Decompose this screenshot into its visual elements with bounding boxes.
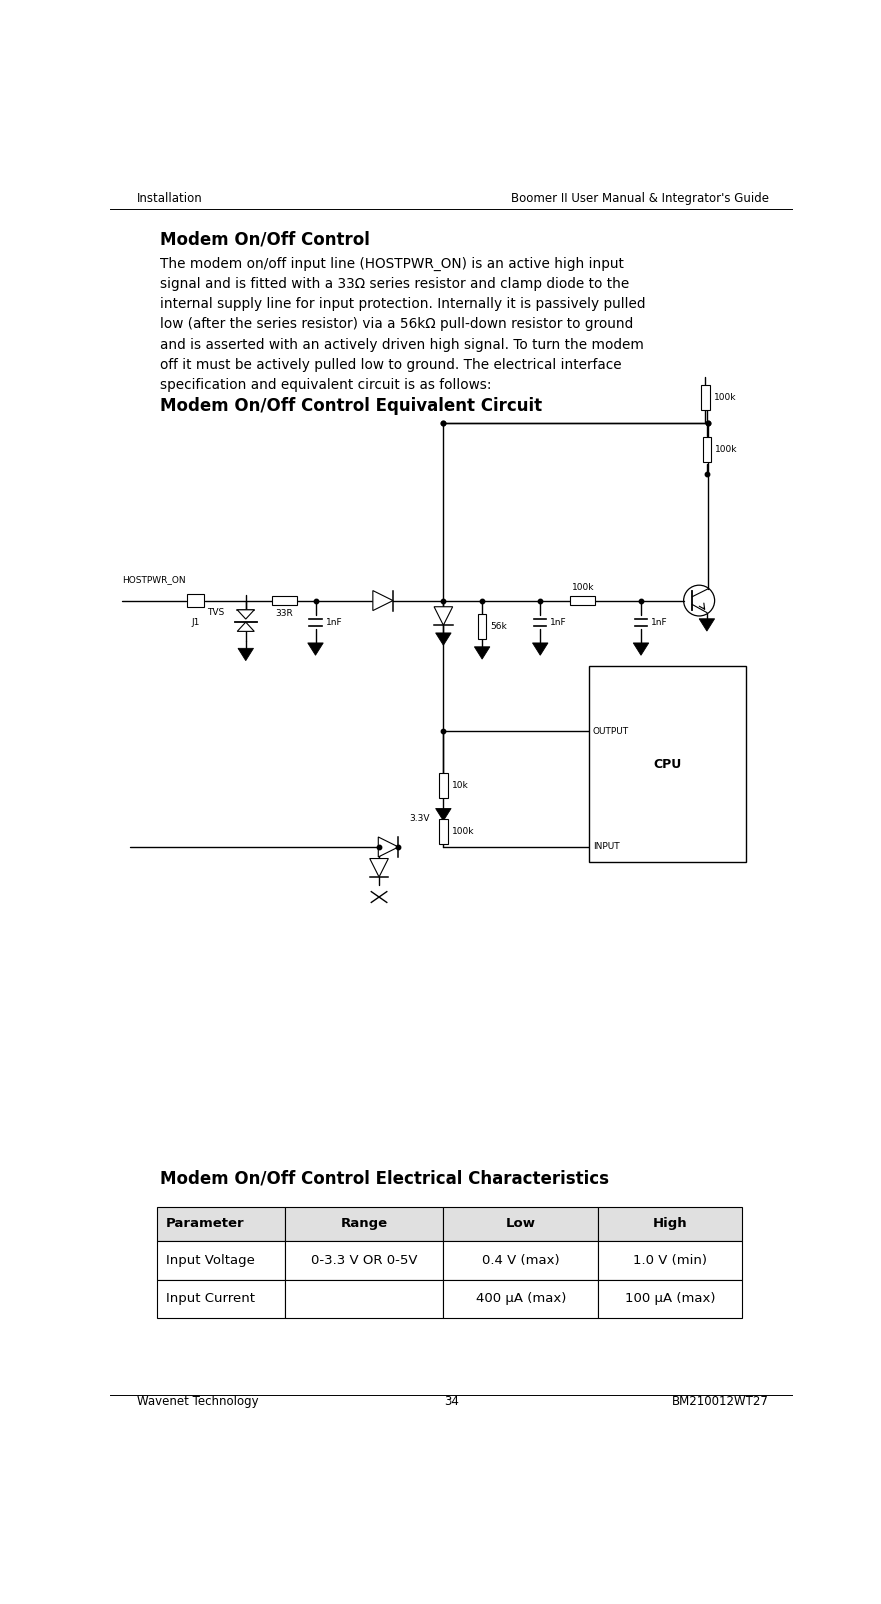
Text: 56k: 56k <box>490 622 507 632</box>
Text: Modem On/Off Control Equivalent Circuit: Modem On/Off Control Equivalent Circuit <box>160 398 543 415</box>
Text: INPUT: INPUT <box>593 842 619 852</box>
Bar <box>285 1206 443 1241</box>
Text: 100k: 100k <box>452 828 474 836</box>
Bar <box>571 597 596 605</box>
Bar <box>187 593 204 608</box>
Polygon shape <box>370 858 389 877</box>
Polygon shape <box>474 646 490 659</box>
Polygon shape <box>633 643 648 656</box>
Text: 1nF: 1nF <box>326 618 342 627</box>
Polygon shape <box>378 837 398 857</box>
Text: 100 μA (max): 100 μA (max) <box>625 1293 715 1306</box>
Polygon shape <box>435 808 451 821</box>
Text: 100k: 100k <box>572 584 594 592</box>
Bar <box>589 666 745 863</box>
Text: 3.3V: 3.3V <box>409 813 429 823</box>
Text: CPU: CPU <box>653 757 682 770</box>
Bar <box>703 438 711 462</box>
Polygon shape <box>434 606 453 626</box>
Text: Wavenet Technology: Wavenet Technology <box>137 1395 259 1408</box>
Text: 100k: 100k <box>715 446 737 454</box>
Bar <box>443 1241 598 1280</box>
Bar <box>285 1280 443 1318</box>
Text: 0-3.3 V OR 0-5V: 0-3.3 V OR 0-5V <box>311 1254 418 1267</box>
Polygon shape <box>238 648 254 661</box>
Text: 1.0 V (min): 1.0 V (min) <box>633 1254 707 1267</box>
Text: 400 μA (max): 400 μA (max) <box>476 1293 566 1306</box>
Text: Low: Low <box>506 1217 536 1230</box>
Bar <box>157 1241 285 1280</box>
Polygon shape <box>237 622 255 632</box>
Polygon shape <box>435 634 451 645</box>
Text: Installation: Installation <box>137 192 203 205</box>
Text: Input Current: Input Current <box>166 1293 255 1306</box>
Bar <box>272 597 297 605</box>
Bar <box>157 1280 285 1318</box>
Text: Range: Range <box>340 1217 388 1230</box>
Bar <box>478 614 486 638</box>
Text: The modem on/off input line (HOSTPWR_ON) is an active high input
signal and is f: The modem on/off input line (HOSTPWR_ON)… <box>160 257 646 391</box>
Text: 33R: 33R <box>276 608 293 618</box>
Text: 1nF: 1nF <box>651 618 668 627</box>
Bar <box>598 1280 742 1318</box>
Polygon shape <box>700 619 714 630</box>
Text: BM210012WT27: BM210012WT27 <box>672 1395 769 1408</box>
Polygon shape <box>307 643 323 656</box>
Polygon shape <box>532 643 548 656</box>
Bar <box>285 1241 443 1280</box>
Text: TVS: TVS <box>207 608 224 616</box>
Text: 0.4 V (max): 0.4 V (max) <box>482 1254 559 1267</box>
Bar <box>701 385 709 409</box>
Bar <box>439 820 448 844</box>
Bar <box>439 773 448 797</box>
Text: 1nF: 1nF <box>551 618 567 627</box>
Text: Modem On/Off Control Electrical Characteristics: Modem On/Off Control Electrical Characte… <box>160 1169 610 1187</box>
Text: 100k: 100k <box>714 393 736 401</box>
Text: 34: 34 <box>444 1395 459 1408</box>
Text: 10k: 10k <box>452 781 469 789</box>
Bar <box>157 1206 285 1241</box>
Text: Input Voltage: Input Voltage <box>166 1254 255 1267</box>
Bar <box>443 1206 598 1241</box>
Bar <box>443 1280 598 1318</box>
Bar <box>598 1206 742 1241</box>
Text: J1: J1 <box>191 618 200 627</box>
Bar <box>598 1241 742 1280</box>
Polygon shape <box>237 610 255 619</box>
Text: OUTPUT: OUTPUT <box>593 727 629 736</box>
Text: Boomer II User Manual & Integrator's Guide: Boomer II User Manual & Integrator's Gui… <box>511 192 769 205</box>
Text: Modem On/Off Control: Modem On/Off Control <box>160 231 370 249</box>
Text: High: High <box>653 1217 687 1230</box>
Polygon shape <box>373 590 393 611</box>
Text: Parameter: Parameter <box>166 1217 245 1230</box>
Text: HOSTPWR_ON: HOSTPWR_ON <box>122 574 185 584</box>
